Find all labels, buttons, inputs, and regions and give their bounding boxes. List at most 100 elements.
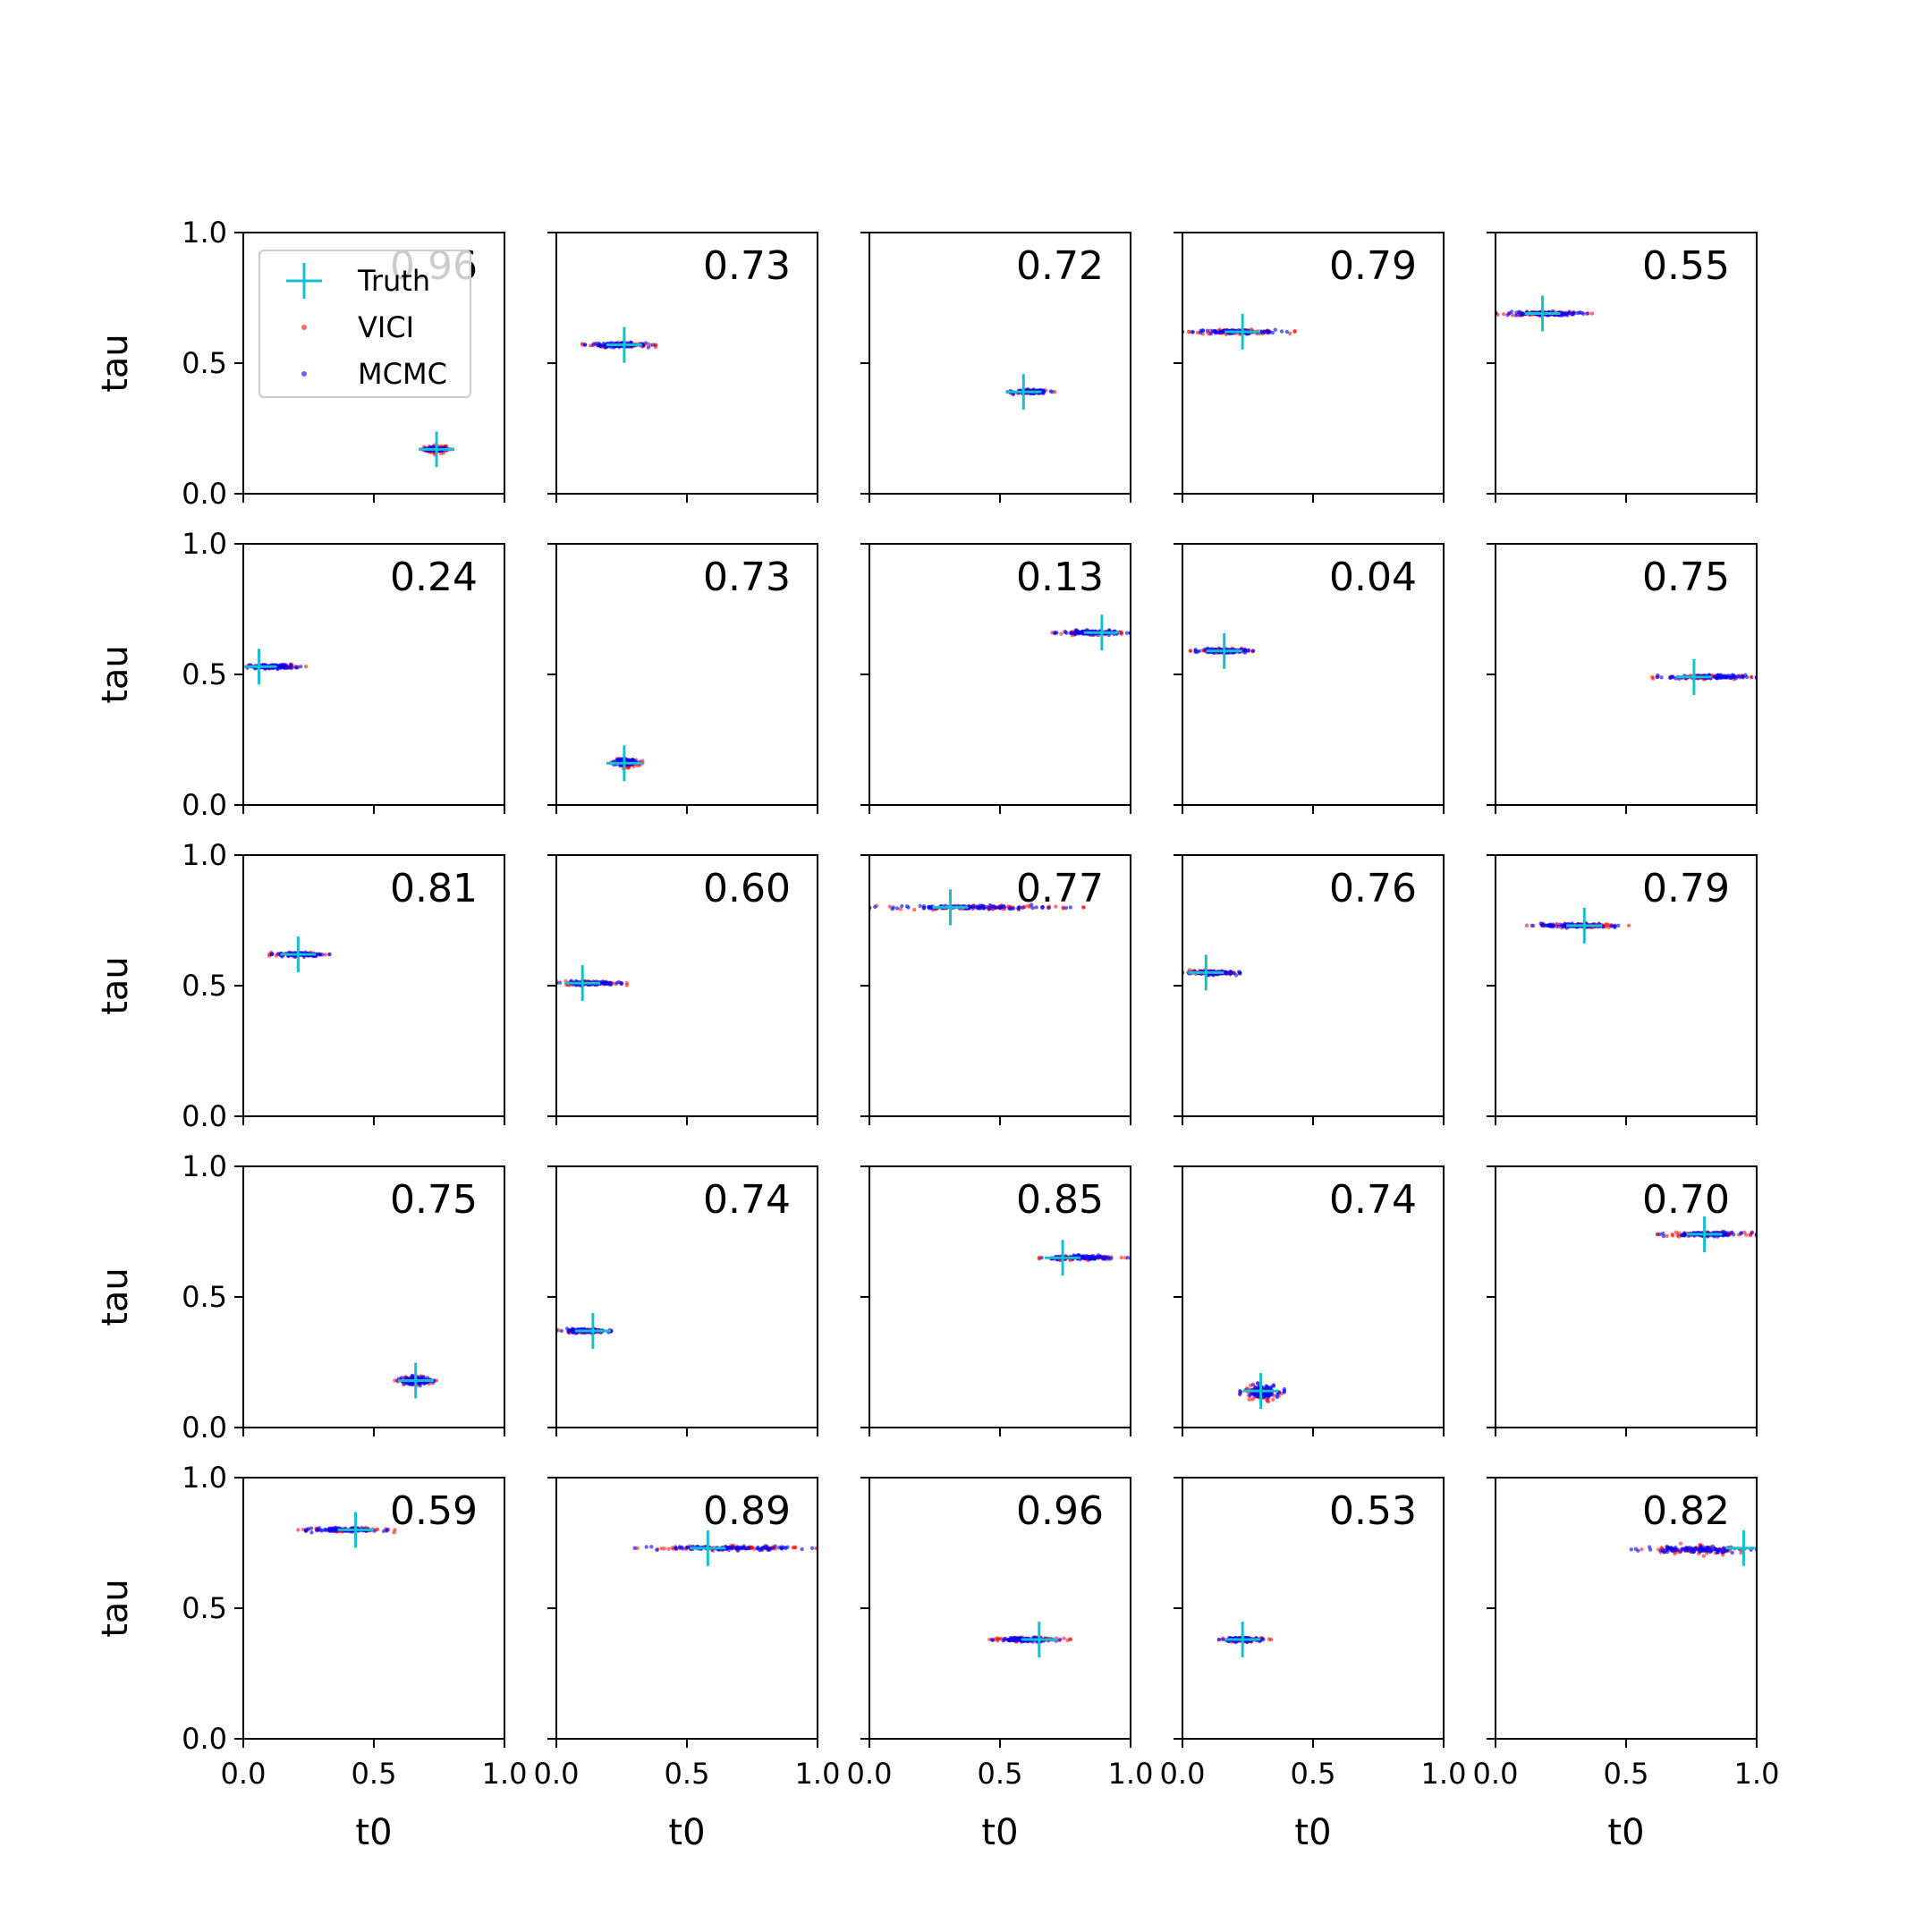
mcmc-sample	[1578, 310, 1583, 315]
panel-score-label: 0.82	[1642, 1488, 1730, 1534]
mcmc-sample	[1720, 1546, 1725, 1552]
vici-sample	[1119, 630, 1123, 635]
vici-sample	[1186, 329, 1191, 335]
vici-sample	[1188, 648, 1192, 653]
mcmc-sample	[1661, 1233, 1666, 1239]
mcmc-sample	[756, 1545, 760, 1550]
mcmc-sample	[1268, 1385, 1274, 1390]
x-tick-label: 0.0	[1473, 1757, 1519, 1791]
panel-score-label: 0.85	[1016, 1177, 1104, 1223]
mcmc-sample	[318, 1528, 323, 1532]
y-axis-label: tau	[95, 956, 136, 1015]
mcmc-sample	[673, 1545, 678, 1549]
y-axis-label: tau	[95, 334, 136, 393]
mcmc-sample	[1739, 1231, 1744, 1235]
mcmc-sample	[784, 1546, 788, 1551]
panel: 0.85	[860, 1165, 1131, 1436]
mcmc-sample	[1030, 905, 1035, 911]
panel-points	[869, 889, 1086, 926]
vici-sample	[303, 665, 309, 669]
mcmc-sample	[1665, 1547, 1670, 1552]
mcmc-sample	[1521, 312, 1526, 317]
legend: Truth VICI MCMC	[258, 250, 471, 398]
mcmc-sample	[1029, 902, 1034, 907]
vici-sample	[1271, 1397, 1275, 1402]
panel: 0.0 0.5 1.0 t0 0.82	[1473, 1477, 1780, 1853]
mcmc-sample	[1275, 1394, 1279, 1400]
x-axis-label: t0	[668, 1812, 705, 1853]
mcmc-sample	[1273, 327, 1278, 332]
x-tick-label: 1.0	[1734, 1757, 1780, 1791]
vici-sample	[393, 1528, 397, 1532]
mcmc-sample	[734, 1546, 739, 1550]
vici-sample	[1665, 1233, 1669, 1239]
mcmc-sample	[1228, 970, 1233, 976]
panel: 0.73	[547, 232, 818, 503]
mcmc-sample	[1238, 1388, 1242, 1394]
panel: 0.79	[1487, 854, 1758, 1125]
panel-points	[1655, 1216, 1757, 1252]
mcmc-sample	[303, 1528, 309, 1532]
mcmc-sample	[1011, 392, 1015, 397]
mcmc-sample	[655, 1547, 659, 1553]
mcmc-sample	[1001, 903, 1006, 909]
x-tick-label: 0.5	[1604, 1757, 1649, 1791]
mcmc-sample	[1725, 1548, 1730, 1553]
panel-points	[267, 936, 332, 972]
vici-sample	[624, 980, 630, 986]
mcmc-sample	[1709, 1548, 1714, 1553]
mcmc-sample	[1238, 970, 1242, 975]
vici-sample	[1744, 1233, 1749, 1237]
mcmc-sample	[1202, 648, 1208, 652]
vici-sample	[323, 953, 327, 957]
panel-score-label: 0.04	[1329, 555, 1417, 600]
x-tick-label: 1.0	[795, 1757, 841, 1791]
mcmc-sample	[1057, 1637, 1063, 1642]
y-tick-label: 1.0	[182, 216, 227, 250]
mcmc-sample	[1250, 648, 1256, 653]
mcmc-sample	[1518, 313, 1522, 318]
panel-points	[556, 1312, 614, 1349]
panel-score-label: 0.79	[1642, 866, 1730, 911]
mcmc-sample	[984, 904, 988, 910]
x-axis-label: t0	[355, 1812, 392, 1853]
mcmc-sample	[1262, 329, 1267, 334]
mcmc-sample	[1021, 905, 1025, 910]
y-tick-label: 0.0	[182, 1099, 227, 1133]
mcmc-sample	[800, 1546, 804, 1552]
mcmc-sample	[1716, 673, 1721, 678]
mcmc-sample	[615, 758, 621, 763]
mcmc-sample	[334, 1528, 339, 1532]
mcmc-sample	[1264, 1384, 1268, 1388]
panel-points	[1037, 1240, 1131, 1276]
vici-sample	[1054, 904, 1058, 909]
x-tick-label: 0.5	[1291, 1757, 1336, 1791]
panel-points	[393, 1362, 439, 1399]
legend-label: MCMC	[358, 357, 447, 391]
panel-score-label: 0.55	[1642, 243, 1730, 289]
mcmc-sample	[1248, 1394, 1252, 1398]
mcmc-sample	[1267, 329, 1271, 335]
panel: 0.74	[547, 1165, 818, 1436]
panel-score-label: 0.89	[703, 1488, 791, 1534]
y-axis-label: tau	[95, 645, 136, 704]
mcmc-sample	[381, 1529, 386, 1534]
y-tick-label: 0.0	[182, 1722, 227, 1756]
y-tick-label: 1.0	[182, 1461, 227, 1495]
mcmc-sample	[322, 1528, 326, 1532]
mcmc-sample	[1547, 923, 1553, 928]
mcmc-sample	[766, 1547, 770, 1553]
mcmc-sample	[1046, 905, 1051, 911]
mcmc-sample	[619, 980, 624, 986]
y-tick-label: 1.0	[182, 527, 227, 561]
panel-points	[1524, 907, 1631, 944]
panel-points	[1182, 313, 1297, 350]
mcmc-sample	[809, 1546, 815, 1551]
vici-sample	[1524, 923, 1530, 928]
panel-points	[1005, 374, 1057, 411]
mcmc-sample	[1744, 674, 1750, 680]
mcmc-sample	[1106, 1255, 1110, 1259]
y-tick-label: 0.5	[182, 346, 227, 380]
mcmc-sample	[1730, 1550, 1734, 1555]
panel-grid: 0.0 0.5 1.0 tau 0.96 0.73 0.72 0.79 0.55 0.0 0.5 1.…	[95, 216, 1779, 1853]
